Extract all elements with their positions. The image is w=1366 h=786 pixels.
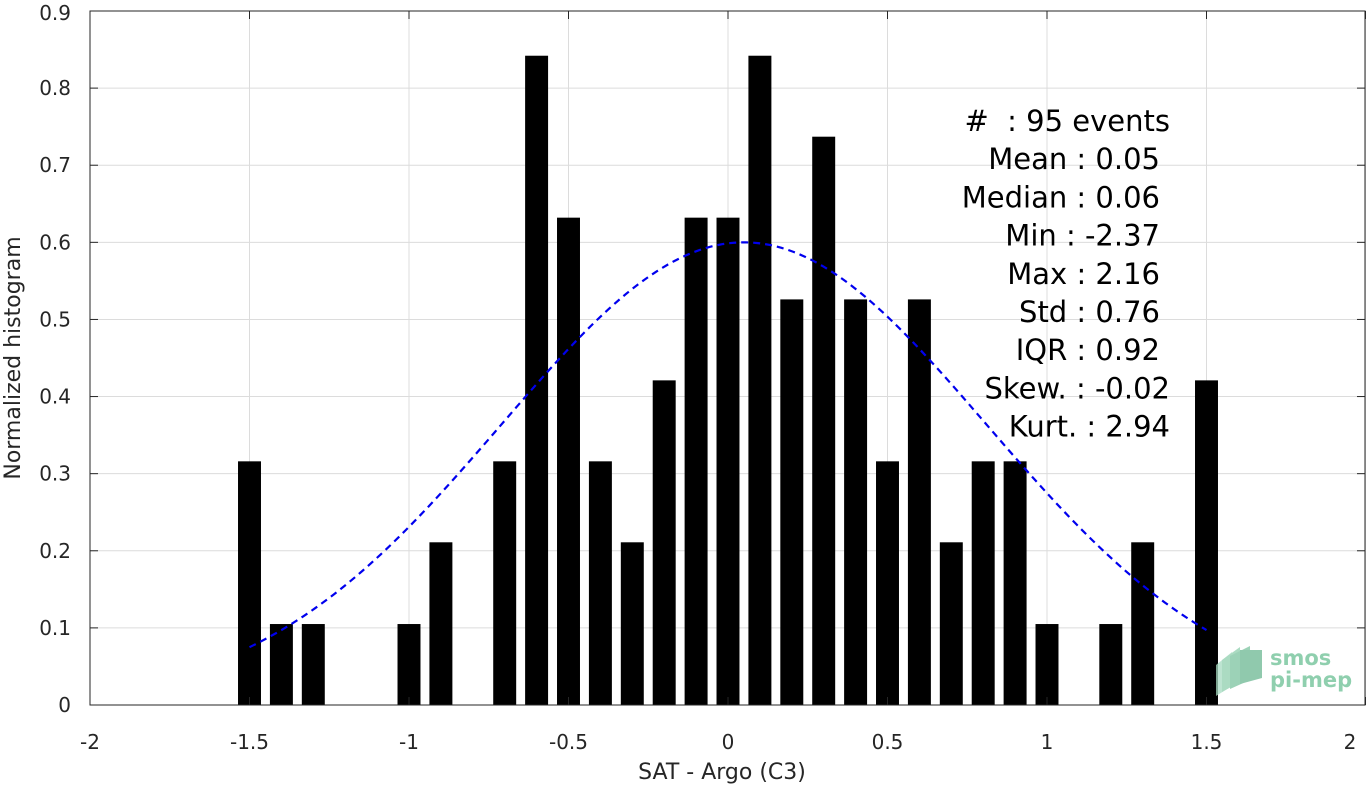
y-tick-labels: 0 0.1 0.2 0.3 0.4 0.5 0.6 0.7 0.8 0.9 (39, 1, 71, 717)
stat-line: Min : -2.37 (1005, 219, 1160, 253)
histogram-bar (397, 624, 421, 705)
histogram-bars (238, 55, 1218, 706)
smos-pi-mep-logo: smos pi-mep (1216, 646, 1352, 696)
histogram-bar (557, 217, 580, 705)
stat-line: Mean : 0.05 (988, 142, 1160, 176)
stat-line: Max : 2.16 (1007, 257, 1160, 291)
histogram-bar (1131, 542, 1155, 705)
stat-line: # : 95 events (964, 104, 1170, 138)
logo-text-pi-mep: pi-mep (1270, 668, 1352, 692)
histogram-bar (525, 55, 549, 706)
y-tick-label: 0.9 (39, 1, 71, 25)
x-tick-label: -1 (399, 730, 419, 754)
x-tick-label: 0 (722, 730, 735, 754)
histogram-bar (907, 299, 931, 705)
y-axis-label: Normalized histogram (1, 236, 26, 479)
x-tick-label: 0.5 (872, 730, 904, 754)
y-tick-label: 0.1 (39, 616, 71, 640)
histogram-bar (1035, 624, 1059, 705)
y-tick-label: 0.5 (39, 307, 71, 331)
histogram-bar (238, 461, 261, 705)
histogram-bar (620, 542, 644, 705)
y-tick-label: 0.2 (39, 539, 71, 563)
y-tick-label: 0 (58, 693, 71, 717)
y-tick-label: 0.6 (39, 230, 71, 254)
histogram-bar (1099, 624, 1123, 705)
stat-line: Kurt. : 2.94 (1009, 410, 1170, 444)
stat-line: Median : 0.06 (962, 180, 1160, 214)
histogram-bar (301, 624, 325, 705)
histogram-bar (971, 461, 995, 705)
histogram-bar (588, 461, 612, 705)
histogram-bar (429, 542, 453, 705)
histogram-bar (844, 299, 868, 705)
histogram-bar (780, 299, 804, 705)
x-tick-label: -1.5 (230, 730, 269, 754)
histogram-bar (684, 217, 708, 705)
statistics-annotation: # : 95 events Mean : 0.05 Median : 0.06 Min… (962, 104, 1170, 444)
histogram-bar (939, 542, 963, 705)
axes-box (89, 10, 1366, 706)
x-tick-labels: -2 -1.5 -1 -0.5 0 0.5 1 1.5 2 (80, 730, 1356, 754)
histogram-bar (652, 380, 676, 705)
stat-line: Skew. : -0.02 (984, 371, 1170, 405)
stat-line: Std : 0.76 (1019, 295, 1160, 329)
x-tick-label: 2 (1344, 730, 1357, 754)
x-tick-label: 1 (1041, 730, 1054, 754)
x-tick-label: 1.5 (1191, 730, 1223, 754)
histogram-bar (1003, 461, 1027, 705)
x-axis-label: SAT - Argo (C3) (638, 760, 806, 785)
y-tick-label: 0.7 (39, 153, 71, 177)
histogram-bar (269, 624, 293, 705)
y-tick-label: 0.3 (39, 462, 71, 486)
x-tick-label: -0.5 (549, 730, 588, 754)
logo-mark-icon (1216, 646, 1262, 696)
histogram-bar (748, 55, 772, 706)
histogram-bar (716, 217, 740, 705)
histogram-bar (1195, 380, 1218, 705)
logo-text-smos: smos (1270, 646, 1331, 670)
x-tick-label: -2 (80, 730, 100, 754)
histogram-bar (493, 461, 517, 705)
y-tick-label: 0.8 (39, 76, 71, 100)
histogram-bar (876, 461, 899, 705)
stat-line: IQR : 0.92 (1016, 333, 1160, 367)
histogram-bar (812, 136, 836, 706)
y-tick-label: 0.4 (39, 385, 71, 409)
